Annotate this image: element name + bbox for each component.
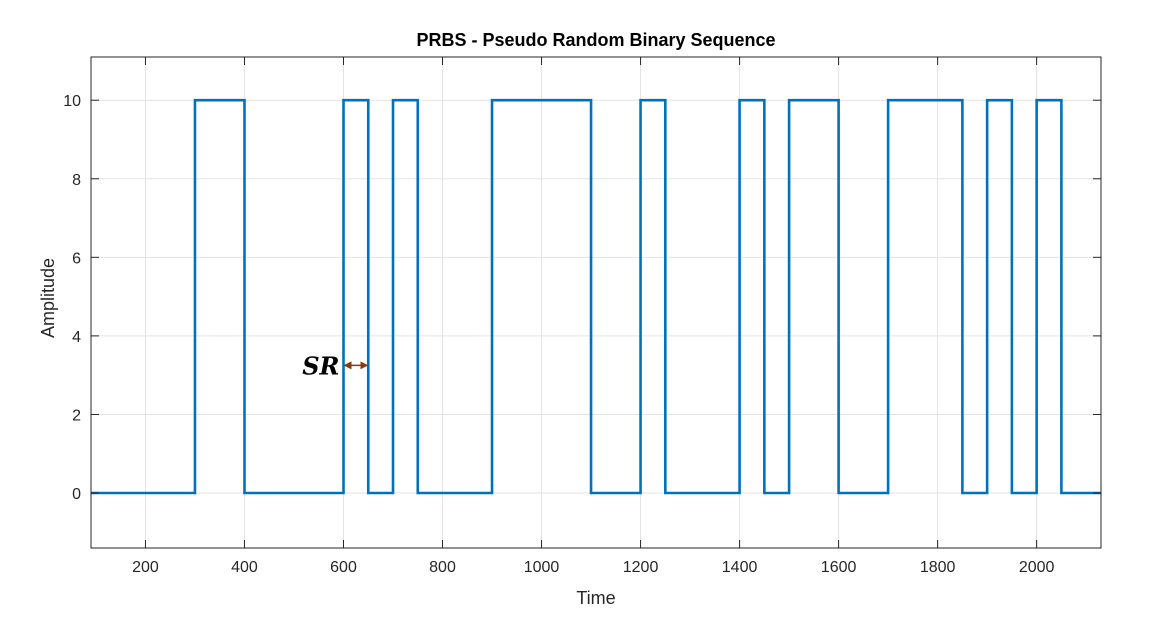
series-layer [91, 98, 1101, 495]
y-tick-label: 8 [72, 172, 81, 189]
x-tick-label: 1800 [920, 559, 956, 576]
chart-title: PRBS - Pseudo Random Binary Sequence [416, 30, 775, 50]
x-tick-label: 1000 [524, 559, 560, 576]
x-tick-label: 1200 [623, 559, 659, 576]
y-tick-label: 4 [72, 329, 81, 346]
x-tick-label: 600 [330, 559, 357, 576]
x-tick-label: 1600 [821, 559, 857, 576]
y-tick-label: 2 [72, 407, 81, 424]
plot-area [91, 57, 1101, 548]
plot-frame [90, 56, 1102, 549]
x-axis-label: Time [576, 588, 615, 608]
sr-label: SR [302, 351, 339, 380]
series-line [91, 98, 1101, 495]
x-tick-label: 800 [429, 559, 456, 576]
ticks: 200 400 600 800 1000 1200 1400 1600 1800 2000 0 2 4 6… [63, 57, 1101, 576]
x-tick-label: 400 [231, 559, 258, 576]
y-tick-label: 10 [63, 93, 81, 110]
y-tick-label: 0 [72, 486, 81, 503]
annotations: SR [302, 351, 369, 380]
y-tick-label: 6 [72, 250, 81, 267]
x-tick-label: 1400 [722, 559, 758, 576]
x-tick-label: 200 [132, 559, 159, 576]
y-axis-label: Amplitude [38, 258, 58, 338]
x-tick-label: 2000 [1019, 559, 1055, 576]
